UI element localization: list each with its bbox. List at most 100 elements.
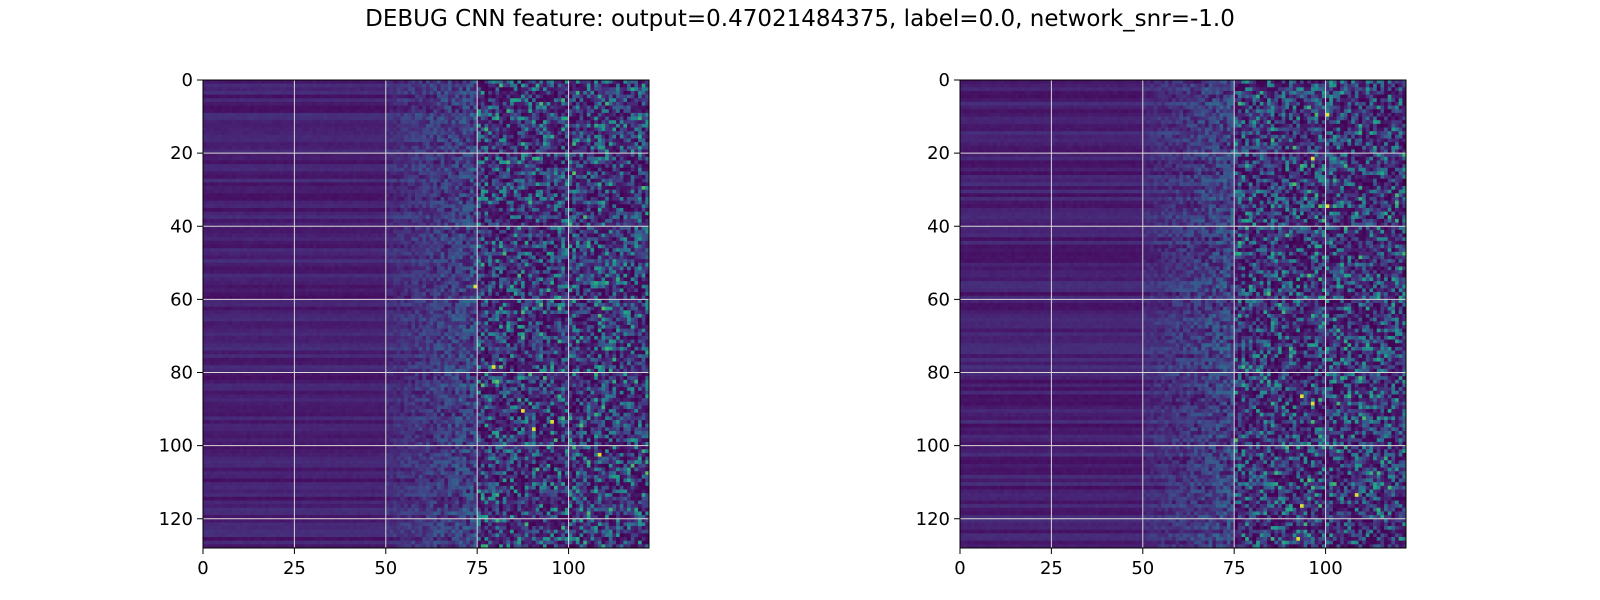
heatmap-cell — [375, 171, 379, 175]
heatmap-cell — [261, 117, 265, 121]
heatmap-cell — [422, 157, 426, 161]
heatmap-cell — [470, 84, 474, 88]
heatmap-cell — [525, 80, 529, 84]
heatmap-cell — [572, 128, 576, 132]
heatmap-cell — [627, 131, 631, 135]
heatmap-cell — [463, 102, 467, 106]
heatmap-cell — [386, 157, 390, 161]
heatmap-cell — [236, 131, 240, 135]
heatmap-cell — [463, 106, 467, 110]
heatmap-cell — [320, 102, 324, 106]
heatmap-cell — [313, 135, 317, 139]
heatmap-cell — [210, 139, 214, 143]
heatmap-cell — [276, 80, 280, 84]
heatmap-cell — [258, 91, 262, 95]
heatmap-cell — [298, 168, 302, 172]
heatmap-cell — [481, 186, 485, 190]
heatmap-cell — [612, 182, 616, 186]
heatmap-cell — [302, 197, 306, 201]
heatmap-cell — [481, 84, 485, 88]
heatmap-cell — [375, 120, 379, 124]
heatmap-cell — [353, 80, 357, 84]
heatmap-cell — [539, 109, 543, 113]
heatmap-cell — [283, 212, 287, 216]
heatmap-cell — [298, 208, 302, 212]
heatmap-cell — [448, 142, 452, 146]
heatmap-cell — [572, 135, 576, 139]
heatmap-cell — [444, 124, 448, 128]
heatmap-cell — [433, 109, 437, 113]
heatmap-cell — [335, 113, 339, 117]
heatmap-cell — [623, 106, 627, 110]
heatmap-cell — [620, 175, 624, 179]
heatmap-cell — [525, 171, 529, 175]
heatmap-cell — [265, 153, 269, 157]
heatmap-cell — [203, 182, 207, 186]
heatmap-cell — [634, 204, 638, 208]
heatmap-cell — [225, 113, 229, 117]
heatmap-cell — [638, 84, 642, 88]
heatmap-cell — [433, 87, 437, 91]
heatmap-cell — [364, 146, 368, 150]
heatmap-cell — [550, 193, 554, 197]
heatmap-cell — [587, 84, 591, 88]
heatmap-cell — [455, 95, 459, 99]
heatmap-cell — [221, 128, 225, 132]
heatmap-cell — [221, 171, 225, 175]
heatmap-cell — [561, 204, 565, 208]
heatmap-cell — [258, 109, 262, 113]
heatmap-cell — [419, 186, 423, 190]
heatmap-cell — [349, 212, 353, 216]
heatmap-cell — [305, 201, 309, 205]
heatmap-cell — [448, 186, 452, 190]
heatmap-cell — [320, 139, 324, 143]
heatmap-cell — [426, 157, 430, 161]
heatmap-cell — [598, 146, 602, 150]
heatmap-cell — [320, 204, 324, 208]
heatmap-cell — [612, 124, 616, 128]
heatmap-cell — [620, 157, 624, 161]
heatmap-cell — [364, 175, 368, 179]
heatmap-cell — [503, 109, 507, 113]
heatmap-cell — [587, 139, 591, 143]
heatmap-cell — [631, 179, 635, 183]
heatmap-cell — [525, 175, 529, 179]
heatmap-cell — [207, 215, 211, 219]
heatmap-cell — [631, 212, 635, 216]
heatmap-cell — [616, 113, 620, 117]
heatmap-cell — [580, 168, 584, 172]
heatmap-cell — [419, 91, 423, 95]
heatmap-cell — [302, 106, 306, 110]
heatmap-cell — [331, 80, 335, 84]
heatmap-cell — [353, 87, 357, 91]
heatmap-cell — [583, 201, 587, 205]
heatmap-cell — [397, 131, 401, 135]
heatmap-cell — [331, 193, 335, 197]
heatmap-cell — [324, 219, 328, 223]
heatmap-cell — [313, 142, 317, 146]
heatmap-cell — [517, 201, 521, 205]
heatmap-cell — [218, 197, 222, 201]
heatmap-cell — [444, 179, 448, 183]
heatmap-cell — [601, 171, 605, 175]
heatmap-cell — [364, 160, 368, 164]
heatmap-cell — [634, 190, 638, 194]
heatmap-cell — [481, 157, 485, 161]
heatmap-cell — [240, 84, 244, 88]
heatmap-cell — [419, 128, 423, 132]
heatmap-cell — [448, 193, 452, 197]
heatmap-cell — [623, 142, 627, 146]
heatmap-cell — [232, 208, 236, 212]
heatmap-cell — [466, 164, 470, 168]
heatmap-cell — [514, 182, 518, 186]
heatmap-cell — [532, 182, 536, 186]
heatmap-cell — [631, 186, 635, 190]
heatmap-cell — [397, 175, 401, 179]
heatmap-cell — [247, 175, 251, 179]
heatmap-cell — [221, 113, 225, 117]
heatmap-cell — [444, 208, 448, 212]
heatmap-cell — [236, 98, 240, 102]
heatmap-cell — [287, 139, 291, 143]
heatmap-cell — [470, 139, 474, 143]
heatmap-cell — [415, 153, 419, 157]
